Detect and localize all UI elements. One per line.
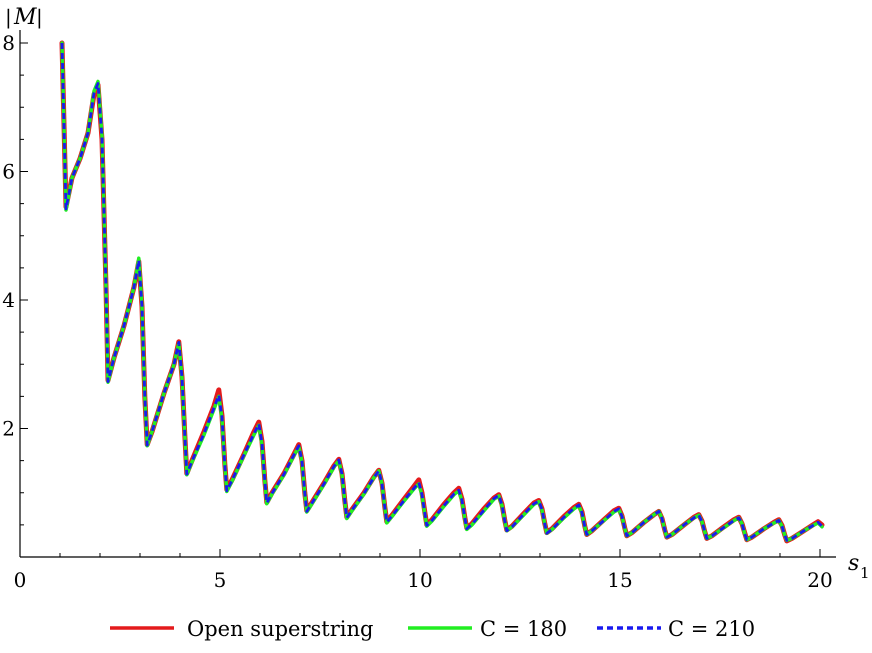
x-tick-label: 10 [407,568,432,592]
y-tick-label: 6 [2,160,15,184]
x-tick-label: 20 [807,568,832,592]
x-axis-title: s 1 [848,551,870,582]
x-tick-label: 0 [14,568,27,592]
series-line-1 [59,40,825,544]
legend-label-2: C = 180 [480,617,567,641]
y-axis-title: | M | [5,5,43,30]
legend-label-3: C = 210 [668,617,755,641]
y-tick-label: 8 [2,31,15,55]
series-group [59,40,825,544]
x-tick-label: 5 [214,568,227,592]
x-axis-title-subscript: 1 [860,564,870,582]
y-tick-label: 2 [2,417,15,441]
series-line-2 [60,41,824,543]
y-axis-title-left-bar: | [5,5,12,30]
x-axis-title-main: s [848,551,859,576]
ticks: 0 5 10 15 20 2 4 6 8 [2,31,832,592]
legend-label-1: Open superstring [187,617,373,641]
series-line-3 [60,42,823,542]
x-tick-label: 15 [607,568,632,592]
y-tick-label: 4 [2,288,15,312]
y-axis-title-right-bar: | [36,5,43,30]
legend: Open superstring C = 180 C = 210 [110,617,755,641]
y-axis-title-symbol: M [13,5,37,30]
